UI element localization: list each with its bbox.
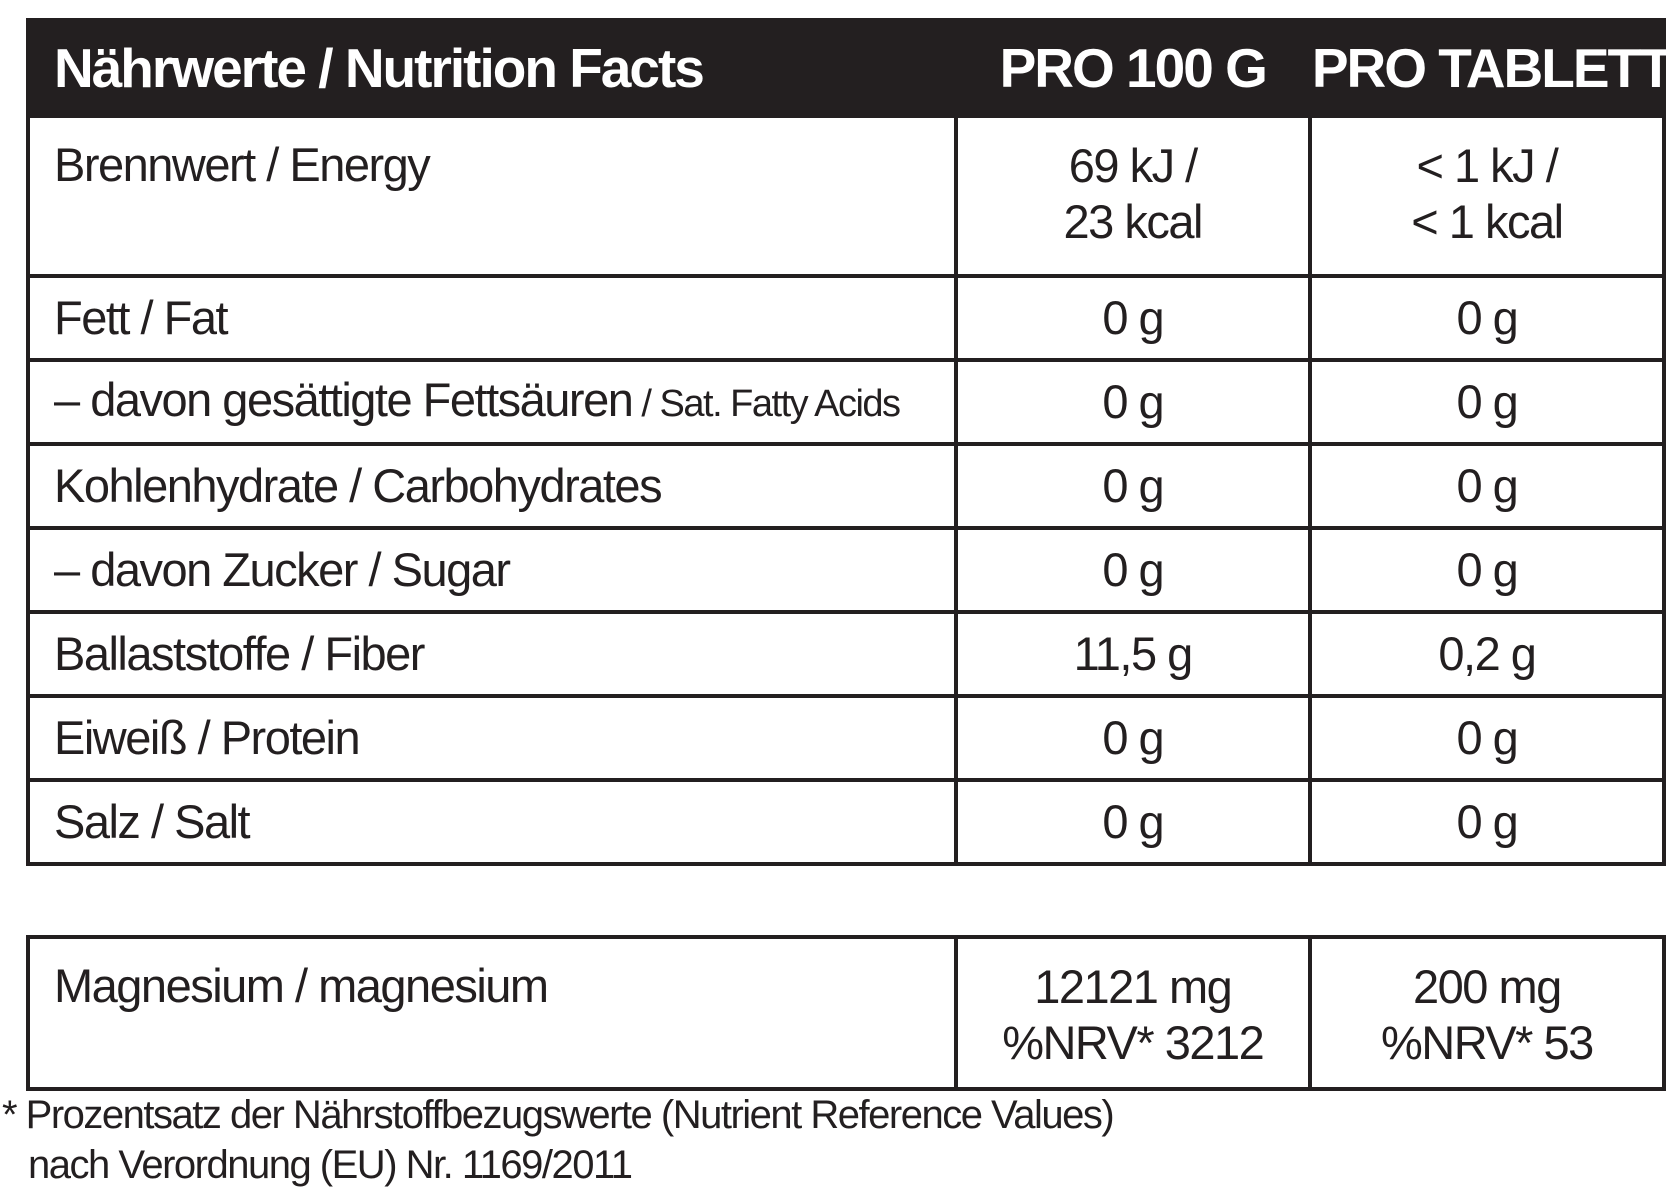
row-label-en: / Protein (186, 711, 361, 764)
row-label-en: / magnesium (283, 959, 549, 1012)
value-line: %NRV* 3212 (1002, 1016, 1265, 1069)
value-per-100g: 12121 mg %NRV* 3212 (953, 935, 1312, 1091)
value-per-tablet: 0,2 g (1307, 610, 1667, 698)
footnote-line-1: * Prozentsatz der Nährstoffbezugswerte (… (2, 1093, 1115, 1137)
table-row-protein: Eiweiß / Protein 0 g 0 g (26, 694, 1667, 782)
value-per-tablet: 0 g (1307, 694, 1667, 782)
table-row-fiber: Ballaststoffe / Fiber 11,5 g 0,2 g (26, 610, 1667, 698)
minerals-table: Magnesium / magnesium 12121 mg %NRV* 321… (26, 935, 1667, 1091)
table-row-fat: Fett / Fat 0 g 0 g (26, 274, 1667, 362)
row-label: Fett / Fat (26, 274, 958, 362)
row-label: Salz / Salt (26, 778, 958, 866)
value-per-tablet: 0 g (1307, 778, 1667, 866)
header-label: Nährwerte / Nutrition Facts (26, 18, 958, 118)
row-label-de: Fett (54, 291, 130, 344)
value-line: 12121 mg (1034, 960, 1233, 1013)
row-label-de: Ballaststoffe (54, 627, 291, 680)
value-per-tablet: 0 g (1307, 442, 1667, 530)
value-per-tablet: 0 g (1307, 526, 1667, 614)
value-per-100g: 69 kJ / 23 kcal (953, 114, 1312, 278)
row-label-de: Eiweiß (54, 711, 188, 764)
row-label: Eiweiß / Protein (26, 694, 958, 782)
row-label: – davon gesättigte Fettsäuren / Sat. Fat… (26, 358, 958, 446)
value-line: 23 kcal (1063, 195, 1204, 248)
value-per-tablet: 0 g (1307, 358, 1667, 446)
row-label: Kohlenhydrate / Carbohydrates (26, 442, 958, 530)
table-row-sugar: – davon Zucker / Sugar 0 g 0 g (26, 526, 1667, 614)
row-label-de: Magnesium (54, 959, 285, 1012)
row-label-en: / Fiber (289, 627, 425, 680)
value-per-tablet: 200 mg %NRV* 53 (1307, 935, 1667, 1091)
header-per-tablet: PRO TABLETTE (1307, 18, 1674, 118)
value-per-100g: 0 g (953, 358, 1312, 446)
value-per-tablet: 0 g (1307, 274, 1667, 362)
row-label-en: / Energy (254, 138, 431, 191)
row-label-de: – davon gesättigte Fettsäuren (54, 373, 634, 426)
row-label: Ballaststoffe / Fiber (26, 610, 958, 698)
value-line: %NRV* 53 (1381, 1016, 1594, 1069)
row-label-en: / Sugar (356, 543, 512, 596)
footnote: * Prozentsatz der Nährstoffbezugswerte (… (2, 1090, 1115, 1190)
value-per-100g: 0 g (953, 274, 1312, 362)
footnote-line-2: nach Verordnung (EU) Nr. 1169/2011 (28, 1143, 633, 1187)
row-label: Magnesium / magnesium (26, 935, 958, 1091)
table-row-carbohydrates: Kohlenhydrate / Carbohydrates 0 g 0 g (26, 442, 1667, 530)
value-per-100g: 0 g (953, 778, 1312, 866)
value-line: 200 mg (1413, 960, 1562, 1013)
value-line: < 1 kcal (1411, 195, 1564, 248)
row-label-de: Salz (54, 795, 141, 848)
row-label-de: Brennwert (54, 138, 256, 191)
table-row-saturated-fat: – davon gesättigte Fettsäuren / Sat. Fat… (26, 358, 1667, 446)
table-header-row: Nährwerte / Nutrition Facts PRO 100 G PR… (26, 18, 1674, 118)
row-label-en: / Fat (128, 291, 229, 344)
table-row-magnesium: Magnesium / magnesium 12121 mg %NRV* 321… (26, 935, 1667, 1091)
row-label: – davon Zucker / Sugar (26, 526, 958, 614)
row-label-de: – davon Zucker (54, 543, 358, 596)
table-row-salt: Salz / Salt 0 g 0 g (26, 778, 1667, 866)
row-label-en: / Salt (139, 795, 251, 848)
value-line: < 1 kJ / (1416, 139, 1558, 192)
row-label-en: / Carbohydrates (337, 459, 662, 512)
header-per-100g: PRO 100 G (953, 18, 1312, 118)
nutrition-facts-table: Nährwerte / Nutrition Facts PRO 100 G PR… (26, 18, 1674, 866)
value-line: 69 kJ / (1068, 139, 1198, 192)
value-per-100g: 0 g (953, 526, 1312, 614)
value-per-100g: 0 g (953, 694, 1312, 782)
value-per-100g: 0 g (953, 442, 1312, 530)
table-row-energy: Brennwert / Energy 69 kJ / 23 kcal < 1 k… (26, 114, 1667, 278)
value-per-100g: 11,5 g (953, 610, 1312, 698)
row-label-de: Kohlenhydrate (54, 459, 339, 512)
row-label: Brennwert / Energy (26, 114, 958, 278)
row-label-en: / Sat. Fatty Acids (632, 383, 901, 425)
value-per-tablet: < 1 kJ / < 1 kcal (1307, 114, 1667, 278)
